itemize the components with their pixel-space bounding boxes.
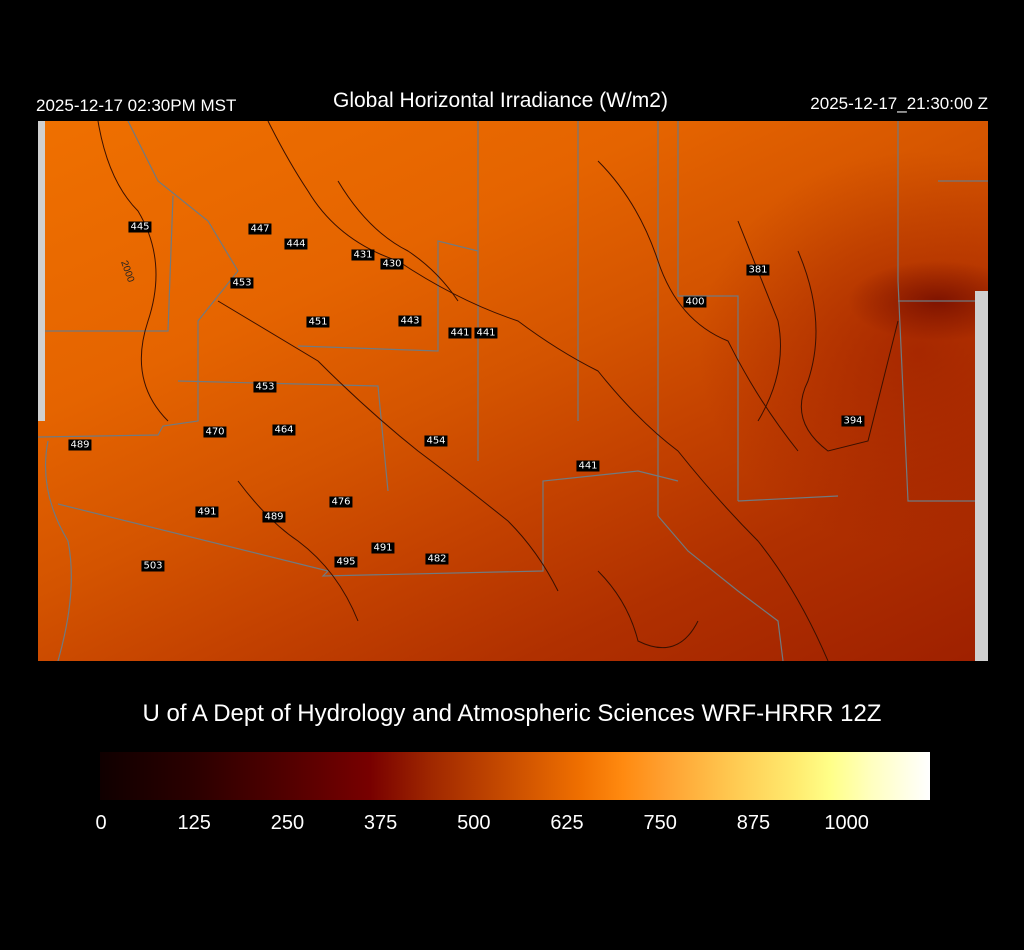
station-value-label: 482 [425,553,449,565]
colorbar-tick-label: 250 [270,812,305,834]
colorbar-tick-label: 0 [95,812,107,834]
state-county-borders [38,121,988,661]
station-value-label: 445 [128,221,152,233]
border-line [38,195,479,492]
station-value-label: 491 [371,542,395,554]
border-line [57,470,679,577]
border-line [477,121,739,516]
station-value-label: 453 [253,381,277,393]
station-value-label: 470 [203,426,227,438]
colorbar-tick-label: 750 [643,812,677,834]
contour-line [267,121,829,661]
contour-line [97,121,169,422]
station-value-label: 394 [841,415,865,427]
station-value-label: 476 [329,496,353,508]
contour-line [797,250,899,452]
station-value-label: 444 [284,238,308,250]
station-value-label: 443 [398,315,422,327]
station-value-label: 430 [380,258,404,270]
station-value-label: 441 [576,460,600,472]
colorbar-tick-label: 375 [363,812,398,834]
contour-line [597,160,799,452]
contour-line [337,180,459,302]
contour-line [597,570,699,649]
station-value-label: 454 [424,435,448,447]
map-title: Global Horizontal Irradiance (W/m2) [333,89,668,112]
colorbar-tick-label: 500 [457,812,491,834]
map-edge-strip [38,121,45,421]
station-value-label: 400 [683,296,707,308]
colorbar-tick-label: 625 [550,812,584,834]
colorbar-tick-label: 125 [177,812,211,834]
contour-line [737,220,781,422]
colorbar [100,752,930,800]
valid-time: 2025-12-17_21:30:00 Z [810,94,988,113]
station-value-label: 495 [334,556,358,568]
credit-line: U of A Dept of Hydrology and Atmospheric… [142,700,882,727]
station-value-label: 441 [448,327,472,339]
terrain-contours [97,121,899,661]
colorbar-tick-label: 1000 [824,812,869,834]
map-edge-strip [975,291,988,661]
border-line [657,515,784,661]
station-value-label: 381 [746,264,770,276]
border-line [44,440,72,661]
colorbar-tick-label: 875 [736,812,771,834]
contour-line [217,300,559,592]
station-value-label: 464 [272,424,296,436]
station-value-label: 453 [230,277,254,289]
irradiance-map: 2000 445 447 444 431 430 453 451 443 441 441 400 38… [38,121,988,661]
contour-line [237,480,359,622]
station-value-label: 489 [68,439,92,451]
station-value-label: 441 [474,327,498,339]
border-line [737,121,988,502]
border-line [38,121,239,438]
station-value-label: 447 [248,223,272,235]
station-value-label: 451 [306,316,330,328]
map-overlay [38,121,988,661]
station-value-label: 489 [262,511,286,523]
station-value-label: 431 [351,249,375,261]
station-value-label: 503 [141,560,165,572]
station-value-label: 491 [195,506,219,518]
local-time: 2025-12-17 02:30PM MST [36,96,237,115]
